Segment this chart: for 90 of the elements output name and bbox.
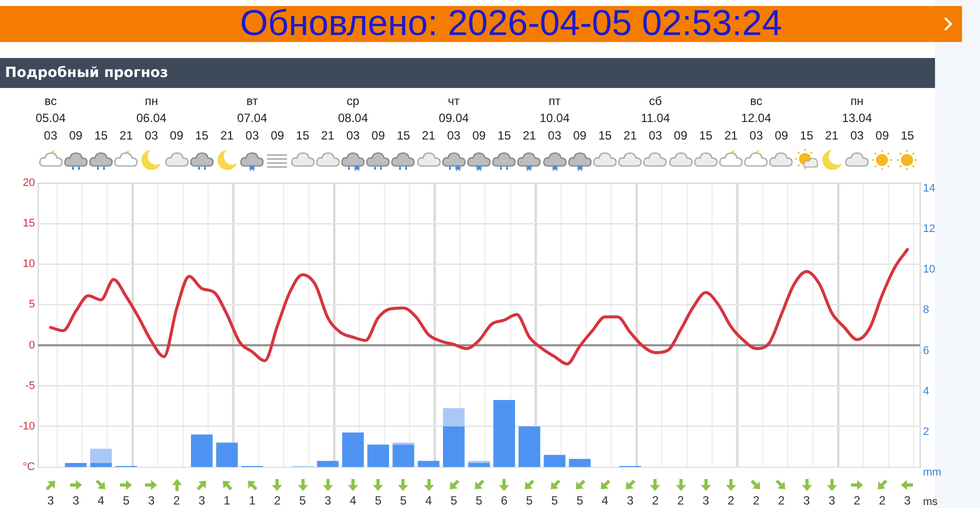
x-tick-label: 15 — [296, 128, 310, 143]
y2-tick-label: 2 — [923, 426, 930, 438]
text: 2 — [652, 493, 660, 508]
text: 3 — [803, 493, 810, 508]
x-tick-label: 09 — [270, 128, 284, 143]
text: 5 — [576, 493, 584, 508]
x-tick-label: пн 13.04 03 — [842, 94, 872, 143]
y-tick-label: 20 — [22, 177, 35, 190]
x-tick-label: 09 — [573, 128, 587, 143]
text: 2 — [173, 493, 180, 508]
x-tick-label: вс 12.04 03 — [741, 94, 772, 143]
text: 2 — [728, 493, 735, 508]
text: 3 — [47, 493, 54, 508]
text: 2 — [677, 493, 684, 508]
x-tick-label: 21 — [321, 128, 335, 143]
x-tick-label: 15 — [195, 128, 209, 143]
x-tick-label: сб 11.04 03 — [640, 94, 670, 143]
text: 5 — [551, 493, 558, 508]
text: 3 — [72, 493, 80, 508]
text: 5 — [374, 493, 382, 508]
y2-tick-label: 6 — [923, 344, 930, 357]
y-tick-label: -10 — [19, 420, 35, 432]
text: 3 — [828, 493, 836, 508]
x-tick-label: 15 — [94, 128, 108, 143]
x-tick-label: 15 — [699, 128, 713, 143]
x-axis-title: ms — [923, 496, 938, 508]
x-tick-label: 15 — [800, 128, 814, 143]
y2-tick-label: 12 — [923, 223, 936, 236]
text: 2 — [878, 493, 886, 508]
y-tick-label: -5 — [25, 380, 35, 392]
x-tick-label: 15 — [598, 128, 612, 143]
x-tick-label: чт 09.04 03 — [438, 94, 470, 143]
text: 2 — [854, 493, 861, 508]
text: 1 — [224, 493, 231, 508]
x-tick-label: 21 — [220, 128, 234, 143]
text: Обновлено: 2026-04-05 02:53:24 — [238, 2, 784, 44]
y-tick-label: 5 — [28, 298, 35, 311]
text: 5 — [450, 493, 458, 508]
x-tick-label: 09 — [774, 128, 788, 143]
y2-tick-label: 8 — [923, 304, 930, 316]
text: 5 — [400, 493, 408, 508]
x-tick-label: 21 — [624, 128, 638, 143]
text: 2 — [752, 493, 760, 508]
x-tick-label: 21 — [825, 128, 839, 143]
x-tick-label: вс 05.04 03 — [36, 94, 66, 143]
x-tick-label: пт 10.04 03 — [540, 94, 570, 143]
y2-tick-label: 4 — [923, 385, 930, 398]
y2-tick-label: 14 — [923, 182, 936, 195]
text: 5 — [299, 493, 306, 508]
text: 3 — [626, 493, 634, 508]
text: 1 — [248, 493, 256, 508]
text: 5 — [122, 493, 130, 508]
x-tick-label: 09 — [472, 128, 486, 143]
x-tick-label: 09 — [69, 128, 83, 143]
x-tick-label: 15 — [396, 128, 410, 143]
y2-tick-label: mm — [923, 466, 942, 479]
x-tick-label: 09 — [674, 128, 688, 143]
x-tick-label: 09 — [372, 128, 386, 143]
y-tick-label: 10 — [22, 258, 35, 270]
text: 5 — [526, 493, 534, 508]
chart-title: Подробный прогноз — [5, 65, 168, 81]
text: 3 — [148, 493, 156, 508]
text: 4 — [602, 493, 609, 508]
text: 6 — [500, 493, 508, 508]
x-tick-label: 21 — [724, 128, 738, 143]
line-series — [49, 248, 909, 366]
y2-tick-label: 10 — [923, 264, 936, 276]
y-tick-label: 0 — [28, 339, 35, 352]
text: 2 — [778, 493, 786, 508]
x-tick-label: 15 — [498, 128, 512, 143]
x-tick-label: 21 — [422, 128, 436, 143]
text: 2 — [274, 493, 282, 508]
x-tick-label: ср 08.04 03 — [338, 94, 368, 143]
x-tick-label: пн 06.04 03 — [136, 94, 167, 143]
y-tick-label: °C — [22, 461, 36, 474]
text: 3 — [702, 493, 710, 508]
text: 3 — [904, 493, 912, 508]
x-tick-label: 09 — [876, 128, 890, 143]
x-tick-label: 21 — [522, 128, 536, 143]
x-tick-label: вт 07.04 03 — [237, 94, 268, 143]
text: 3 — [324, 493, 332, 508]
text: 3 — [198, 493, 206, 508]
x-tick-label: 21 — [120, 128, 134, 143]
text: 4 — [425, 493, 432, 508]
x-tick-label: 15 — [900, 128, 914, 143]
x-tick-label: 09 — [170, 128, 184, 143]
y-tick-label: 15 — [22, 218, 35, 230]
text: 4 — [98, 493, 105, 508]
text: 5 — [476, 493, 483, 508]
text: 4 — [350, 493, 357, 508]
